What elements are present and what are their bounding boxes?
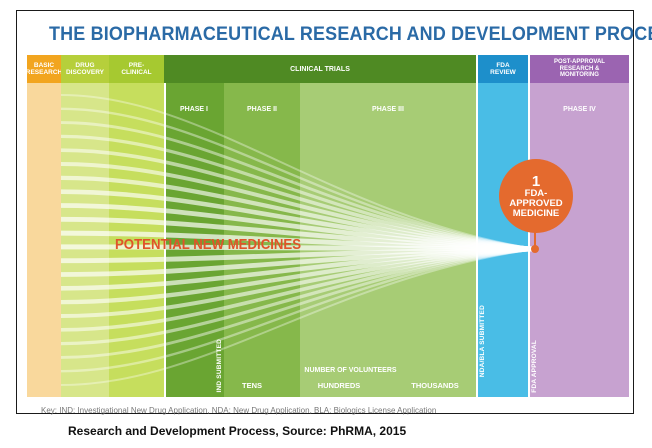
drug-discovery-column — [61, 55, 109, 397]
volunteers-hundreds: HUNDREDS — [317, 381, 361, 390]
key-legend: Key: IND: Investigational New Drug Appli… — [41, 406, 437, 415]
rd-process-diagram: BASIC RESEARCH DRUG DISCOVERY PRE-CLINIC… — [26, 55, 629, 397]
pre-clinical-header: PRE-CLINICAL — [109, 55, 164, 83]
drug-discovery-header: DRUG DISCOVERY — [61, 55, 109, 83]
funnel-line — [60, 94, 536, 250]
fda-review-header: FDA REVIEW — [478, 55, 528, 83]
volunteers-thousands: THOUSANDS — [411, 381, 459, 390]
nda-line — [476, 55, 478, 397]
funnel-line — [60, 247, 536, 373]
phase-3-label: PHASE III — [372, 105, 404, 113]
basic-research-column — [27, 55, 61, 397]
ind-submitted-label: IND SUBMITTED — [216, 339, 223, 393]
funnel-line — [60, 247, 536, 346]
funnel-line — [60, 248, 536, 386]
fda-approved-callout: 1 FDA- APPROVED MEDICINE — [499, 159, 573, 233]
fda-approved-text: FDA- APPROVED MEDICINE — [509, 187, 563, 219]
diagram-title: THE BIOPHARMACEUTICAL RESEARCH AND DEVEL… — [49, 23, 652, 45]
funnel-line — [60, 247, 536, 359]
fda-approval-label: FDA APPROVAL — [531, 340, 538, 393]
funnel-lines — [60, 94, 536, 386]
post-approval-header: POST-APPROVAL RESEARCH & MONITORING — [530, 55, 629, 83]
approval-point — [531, 245, 539, 253]
fda-approved-count: 1 — [531, 172, 541, 190]
diagram-frame: THE BIOPHARMACEUTICAL RESEARCH AND DEVEL… — [16, 10, 652, 415]
basic-research-header: BASIC RESEARCH — [26, 55, 62, 83]
funnel-line — [60, 107, 536, 251]
figure-caption: Research and Development Process, Source… — [68, 424, 407, 438]
phase-2-label: PHASE II — [247, 105, 277, 113]
fda-callout-stem — [534, 231, 536, 247]
nda-submitted-label: NDA/BLA SUBMITTED — [479, 305, 486, 378]
volunteers-label: NUMBER OF VOLUNTEERS — [304, 367, 397, 374]
phase-1-label: PHASE I — [179, 105, 208, 113]
potential-medicines-label: POTENTIAL NEW MEDICINES — [115, 236, 302, 253]
clinical-trials-header: CLINICAL TRIALS — [164, 55, 476, 83]
ind-line — [164, 83, 166, 397]
phase-4-label: PHASE IV — [563, 105, 596, 113]
volunteers-tens: TENS — [241, 381, 262, 390]
